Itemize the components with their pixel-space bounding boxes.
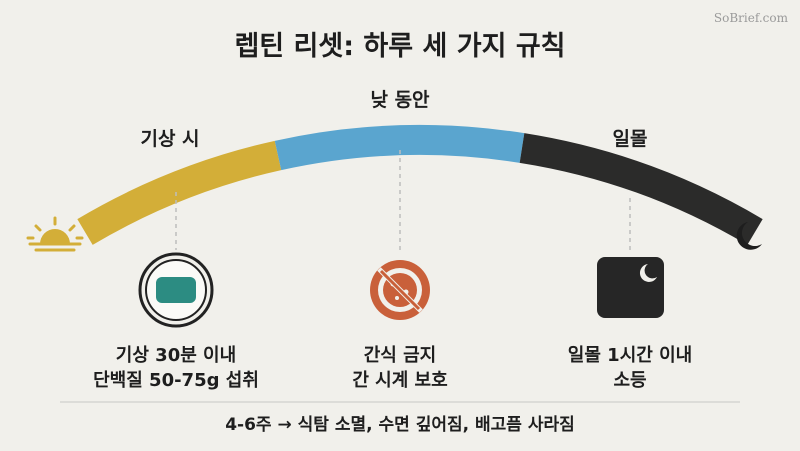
stage-label: 기상 시 <box>140 128 199 150</box>
day-arc <box>77 124 763 245</box>
moon-icon <box>736 222 762 250</box>
footer: 4-6주 → 식탐 소멸, 수면 깊어짐, 배고픔 사라짐 <box>225 415 575 435</box>
stage-detail: 단백질 50-75g 섭취 <box>93 370 259 391</box>
no-snack-icon <box>370 260 430 320</box>
lights-off-icon <box>597 257 664 318</box>
stage-detail: 소등 <box>613 370 646 391</box>
sun-icon <box>26 216 84 252</box>
stage-label: 일몰 <box>613 128 648 150</box>
morning-segment <box>77 140 282 245</box>
stage-label: 낮 동안 <box>370 89 430 111</box>
evening-segment <box>519 133 763 245</box>
title: 렙틴 리셋: 하루 세 가지 규칙 <box>234 31 565 62</box>
stage-detail: 간식 금지 <box>364 345 437 366</box>
connectors <box>175 150 631 250</box>
watermark: SoBrief.com <box>714 11 789 25</box>
stage-detail: 기상 30분 이내 <box>116 345 236 366</box>
stage-detail: 간 시계 보호 <box>352 370 447 391</box>
protein-icon <box>138 252 214 328</box>
day-segment <box>274 124 525 171</box>
stage-detail: 일몰 1시간 이내 <box>568 345 692 366</box>
